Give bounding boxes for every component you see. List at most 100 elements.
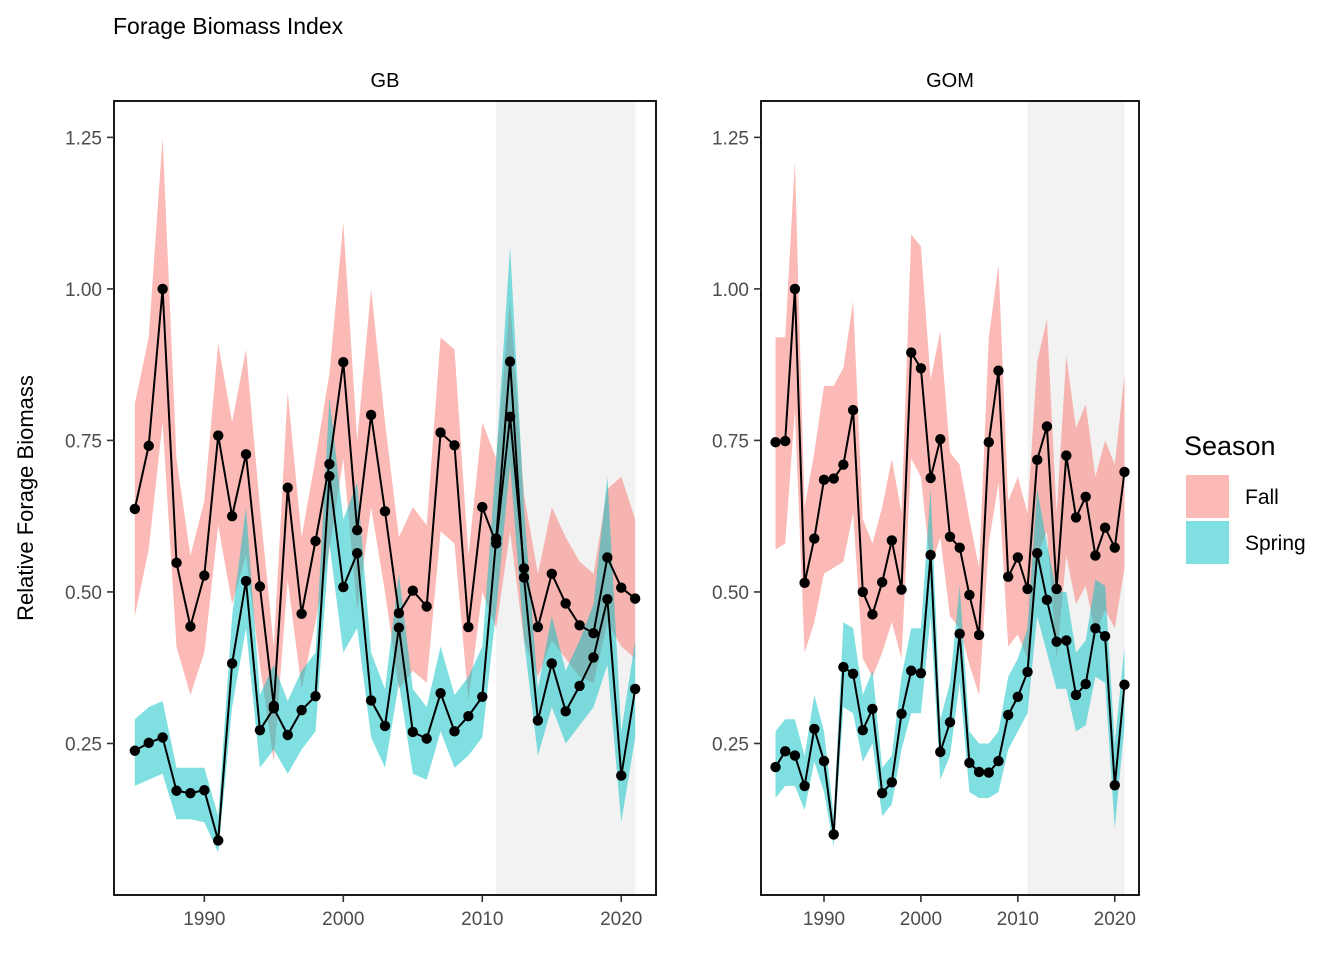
point-gom-fall-1997: [886, 535, 898, 546]
point-gom-spring-1999: [906, 665, 917, 676]
y-tick-label-gb: 0.50: [65, 583, 102, 604]
point-gb-fall-2019: [602, 552, 613, 563]
point-gom-fall-2020: [1109, 542, 1120, 553]
point-gom-spring-2018: [1090, 623, 1101, 634]
point-gom-spring-2001: [925, 549, 936, 561]
point-gb-spring-2004: [393, 622, 405, 633]
x-tick-label-gom: 2020: [1094, 909, 1136, 930]
point-gb-spring-2001: [352, 547, 363, 559]
point-gom-spring-2015: [1061, 635, 1072, 646]
point-gom-spring-1985: [770, 761, 781, 773]
x-tick-label-gb: 1990: [183, 909, 225, 930]
point-gb-fall-2007: [435, 427, 446, 438]
point-gb-fall-2001: [352, 524, 363, 536]
ribbon-gom-spring: [775, 488, 1125, 847]
y-tick-label-gom: 0.25: [712, 734, 749, 755]
point-gb-spring-2002: [365, 695, 377, 706]
point-gb-spring-2015: [546, 658, 557, 669]
point-gom-fall-2001: [925, 472, 936, 484]
point-gom-fall-2007: [983, 437, 994, 448]
point-gb-fall-1988: [171, 557, 182, 569]
point-gb-spring-2007: [435, 687, 446, 699]
point-gom-spring-1997: [886, 777, 898, 788]
point-gom-fall-2011: [1022, 583, 1033, 595]
point-gb-spring-1991: [213, 835, 224, 846]
x-tick-label-gb: 2000: [322, 909, 364, 930]
point-gom-spring-2017: [1080, 678, 1091, 690]
point-gb-fall-1990: [199, 570, 210, 581]
x-tick-label-gom: 2000: [900, 909, 942, 930]
point-gom-spring-1998: [896, 708, 907, 719]
point-gom-fall-1987: [789, 283, 801, 295]
point-gb-fall-2010: [477, 501, 488, 513]
point-gb-fall-1993: [240, 449, 252, 460]
point-gb-spring-2016: [560, 706, 571, 717]
point-gb-spring-2010: [477, 691, 488, 703]
panel-title-gom: GOM: [926, 70, 974, 92]
point-gb-fall-1987: [157, 283, 168, 295]
point-gom-spring-2009: [1002, 709, 1014, 721]
point-gom-fall-1986: [780, 435, 791, 447]
y-tick-label-gb: 1.25: [65, 128, 102, 149]
y-tick-label-gb: 0.75: [65, 431, 102, 452]
point-gom-spring-2012: [1032, 547, 1043, 559]
point-gb-fall-2008: [449, 440, 460, 451]
point-gom-spring-2013: [1041, 594, 1053, 606]
point-gom-spring-1987: [789, 750, 801, 761]
point-gom-fall-2008: [993, 365, 1004, 376]
point-gom-spring-1986: [780, 746, 791, 757]
point-gb-fall-2006: [421, 601, 432, 612]
x-tick-label-gb: 2020: [600, 909, 642, 930]
point-gom-fall-1994: [857, 586, 868, 598]
ribbon-gb-spring: [134, 246, 636, 853]
point-gom-fall-2014: [1051, 583, 1062, 595]
legend-label-fall: Fall: [1245, 486, 1279, 509]
point-gom-fall-2004: [954, 542, 965, 553]
panel-border-gom: [760, 100, 1140, 896]
point-gom-fall-2010: [1012, 552, 1024, 563]
point-gom-spring-2003: [944, 717, 956, 728]
point-gom-fall-2019: [1099, 522, 1111, 533]
point-gom-spring-1989: [809, 723, 820, 735]
point-gom-spring-2011: [1022, 666, 1033, 678]
point-gb-spring-1995: [268, 703, 280, 714]
x-tick-label-gb: 2010: [461, 909, 503, 930]
chart-title: Forage Biomass Index: [113, 13, 344, 39]
point-gom-spring-2008: [993, 755, 1004, 767]
panel-gom: GOM 0.25 0.50 0.75 1.00 1.25 1990 2000 2010 2020: [712, 70, 1140, 930]
point-gb-fall-1992: [226, 510, 238, 522]
point-gb-spring-1987: [157, 732, 168, 743]
point-gom-spring-2021: [1119, 679, 1130, 690]
legend-title: Season: [1184, 431, 1276, 461]
point-gb-spring-2005: [407, 726, 418, 738]
point-gom-spring-2005: [964, 757, 975, 769]
point-gom-spring-2004: [954, 628, 965, 639]
point-gom-fall-2002: [935, 434, 946, 445]
point-gom-spring-1991: [828, 829, 839, 840]
point-gom-fall-1993: [847, 404, 859, 416]
panel-title-gb: GB: [371, 70, 400, 92]
point-gom-fall-2021: [1119, 466, 1130, 478]
point-gom-spring-1996: [876, 787, 888, 799]
point-gom-spring-2020: [1109, 780, 1120, 791]
point-gb-fall-1999: [324, 458, 335, 470]
point-gom-spring-2006: [973, 766, 985, 778]
point-gom-spring-1995: [867, 703, 878, 715]
point-gb-fall-2002: [365, 409, 377, 421]
point-gb-spring-2014: [532, 715, 544, 726]
panel-gb: GB 0.25 0.50 0.75 1.00 1.25 1990 2000 2010 2020: [65, 70, 657, 930]
x-tick-label-gom: 2010: [997, 909, 1039, 930]
y-tick-label-gom: 1.25: [712, 128, 749, 149]
point-gom-fall-1991: [828, 473, 839, 484]
point-gom-spring-2002: [935, 746, 946, 758]
point-gom-fall-1996: [876, 577, 888, 588]
point-gb-fall-1991: [213, 430, 224, 441]
point-gom-fall-1990: [818, 474, 830, 486]
point-gom-fall-1995: [867, 609, 878, 620]
y-tick-label-gom: 0.75: [712, 431, 749, 452]
point-gom-fall-2009: [1002, 571, 1014, 582]
point-gb-fall-1997: [296, 608, 307, 619]
point-gb-spring-1989: [185, 787, 196, 799]
point-gb-fall-1986: [143, 440, 154, 452]
point-gom-spring-2019: [1099, 630, 1111, 642]
